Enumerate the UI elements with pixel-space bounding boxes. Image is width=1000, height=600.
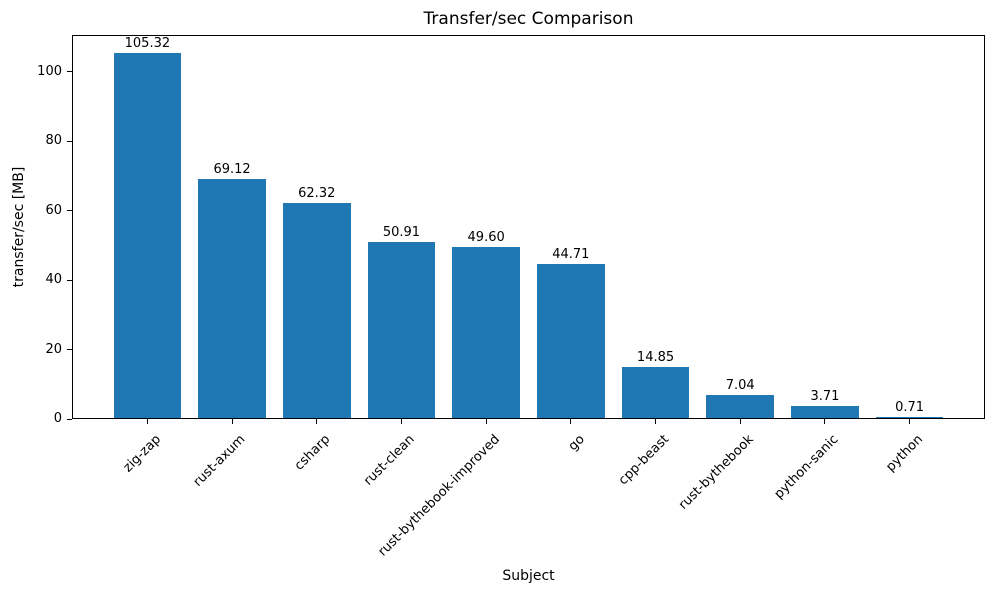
y-tick-label: 100 bbox=[37, 63, 62, 79]
chart-title: Transfer/sec Comparison bbox=[423, 9, 634, 29]
bar-value-label: 44.71 bbox=[552, 246, 590, 262]
x-tick-label: zig-zap bbox=[120, 432, 164, 476]
y-tick-label: 60 bbox=[45, 202, 62, 218]
bar-rust-axum bbox=[198, 179, 266, 419]
x-tick-mark bbox=[231, 419, 233, 424]
x-tick-mark bbox=[485, 419, 487, 424]
bar-value-label: 105.32 bbox=[124, 36, 171, 52]
bar-value-label: 69.12 bbox=[213, 162, 251, 178]
bar-value-label: 7.04 bbox=[725, 377, 755, 393]
bar-value-label: 49.60 bbox=[467, 229, 505, 245]
y-tick-mark bbox=[67, 418, 72, 420]
bar-value-label: 14.85 bbox=[636, 350, 675, 366]
x-tick-label: rust-bythebook bbox=[676, 432, 757, 513]
x-tick-label: csharp bbox=[291, 432, 334, 474]
x-tick-label: python bbox=[883, 432, 927, 475]
x-axis-label: Subject bbox=[502, 568, 555, 584]
bar-rust-clean bbox=[367, 242, 436, 419]
bar-zig-zap bbox=[113, 53, 182, 419]
bar-value-label: 3.71 bbox=[810, 389, 840, 405]
x-tick-label: cpp-beast bbox=[615, 432, 673, 489]
x-tick-mark bbox=[400, 419, 402, 424]
x-tick-label: go bbox=[565, 432, 588, 455]
y-tick-mark bbox=[67, 349, 72, 351]
bar-csharp bbox=[282, 202, 351, 419]
bar-python bbox=[875, 416, 944, 419]
x-tick-label: rust-clean bbox=[361, 432, 419, 489]
y-tick-mark bbox=[67, 210, 72, 212]
y-tick-label: 0 bbox=[53, 411, 62, 426]
y-tick-mark bbox=[67, 279, 72, 281]
y-tick-mark bbox=[67, 71, 72, 73]
bar-value-label: 0.71 bbox=[895, 399, 925, 415]
bar-rust-bythebook-improved bbox=[452, 246, 521, 419]
x-tick-mark bbox=[570, 419, 572, 424]
x-tick-mark bbox=[824, 419, 826, 424]
bar-python-sanic bbox=[791, 406, 859, 419]
bar-cpp-beast bbox=[621, 367, 690, 419]
bar-value-label: 50.91 bbox=[382, 225, 421, 241]
x-tick-label: python-sanic bbox=[771, 432, 842, 502]
x-tick-label: rust-axum bbox=[190, 432, 249, 490]
y-tick-label: 20 bbox=[45, 341, 62, 357]
bar-go bbox=[536, 263, 605, 419]
x-tick-mark bbox=[655, 419, 657, 424]
y-tick-label: 40 bbox=[45, 272, 62, 288]
bar-value-label: 62.32 bbox=[298, 185, 336, 201]
y-tick-mark bbox=[67, 140, 72, 142]
y-tick-label: 80 bbox=[45, 133, 62, 149]
x-tick-mark bbox=[146, 419, 148, 424]
x-tick-mark bbox=[739, 419, 741, 424]
y-axis-label: transfer/sec [MB] bbox=[11, 166, 27, 288]
x-tick-mark bbox=[909, 419, 911, 424]
x-tick-mark bbox=[316, 419, 318, 424]
bar-rust-bythebook bbox=[706, 394, 775, 419]
